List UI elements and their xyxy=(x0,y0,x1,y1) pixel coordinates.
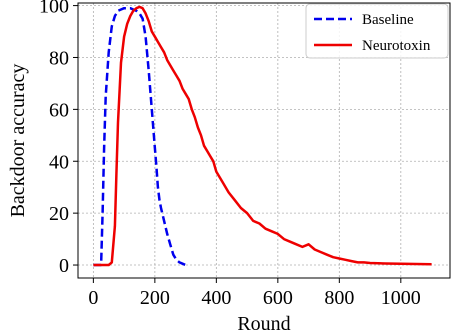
legend-label-baseline: Baseline xyxy=(362,12,414,28)
y-tick-label: 100 xyxy=(39,0,69,18)
x-tick-label: 400 xyxy=(201,287,231,309)
plot-frame xyxy=(77,2,451,279)
legend: Baseline Neurotoxin xyxy=(305,3,449,59)
x-tick-label: 200 xyxy=(140,287,170,309)
y-tick-label: 60 xyxy=(49,99,69,121)
x-tick-label: 0 xyxy=(88,287,98,309)
series-line-neurotoxin xyxy=(93,5,432,267)
y-axis-label: Backdoor accuracy xyxy=(7,64,29,218)
x-axis-label: Round xyxy=(237,313,290,334)
x-tick-label: 600 xyxy=(263,287,293,309)
series-layer xyxy=(93,5,432,267)
y-tick-label: 20 xyxy=(49,203,69,225)
x-axis-ticks: 0 200 400 600 800 1000 xyxy=(88,278,421,309)
legend-label-neurotoxin: Neurotoxin xyxy=(362,38,431,54)
y-tick-label: 80 xyxy=(49,47,69,69)
y-axis-ticks: 0 20 40 60 80 100 xyxy=(39,0,78,277)
y-tick-label: 40 xyxy=(49,151,69,173)
x-tick-label: 800 xyxy=(324,287,354,309)
series-line-baseline xyxy=(93,6,187,267)
x-tick-label: 1000 xyxy=(381,287,421,309)
y-tick-label: 0 xyxy=(59,255,69,277)
